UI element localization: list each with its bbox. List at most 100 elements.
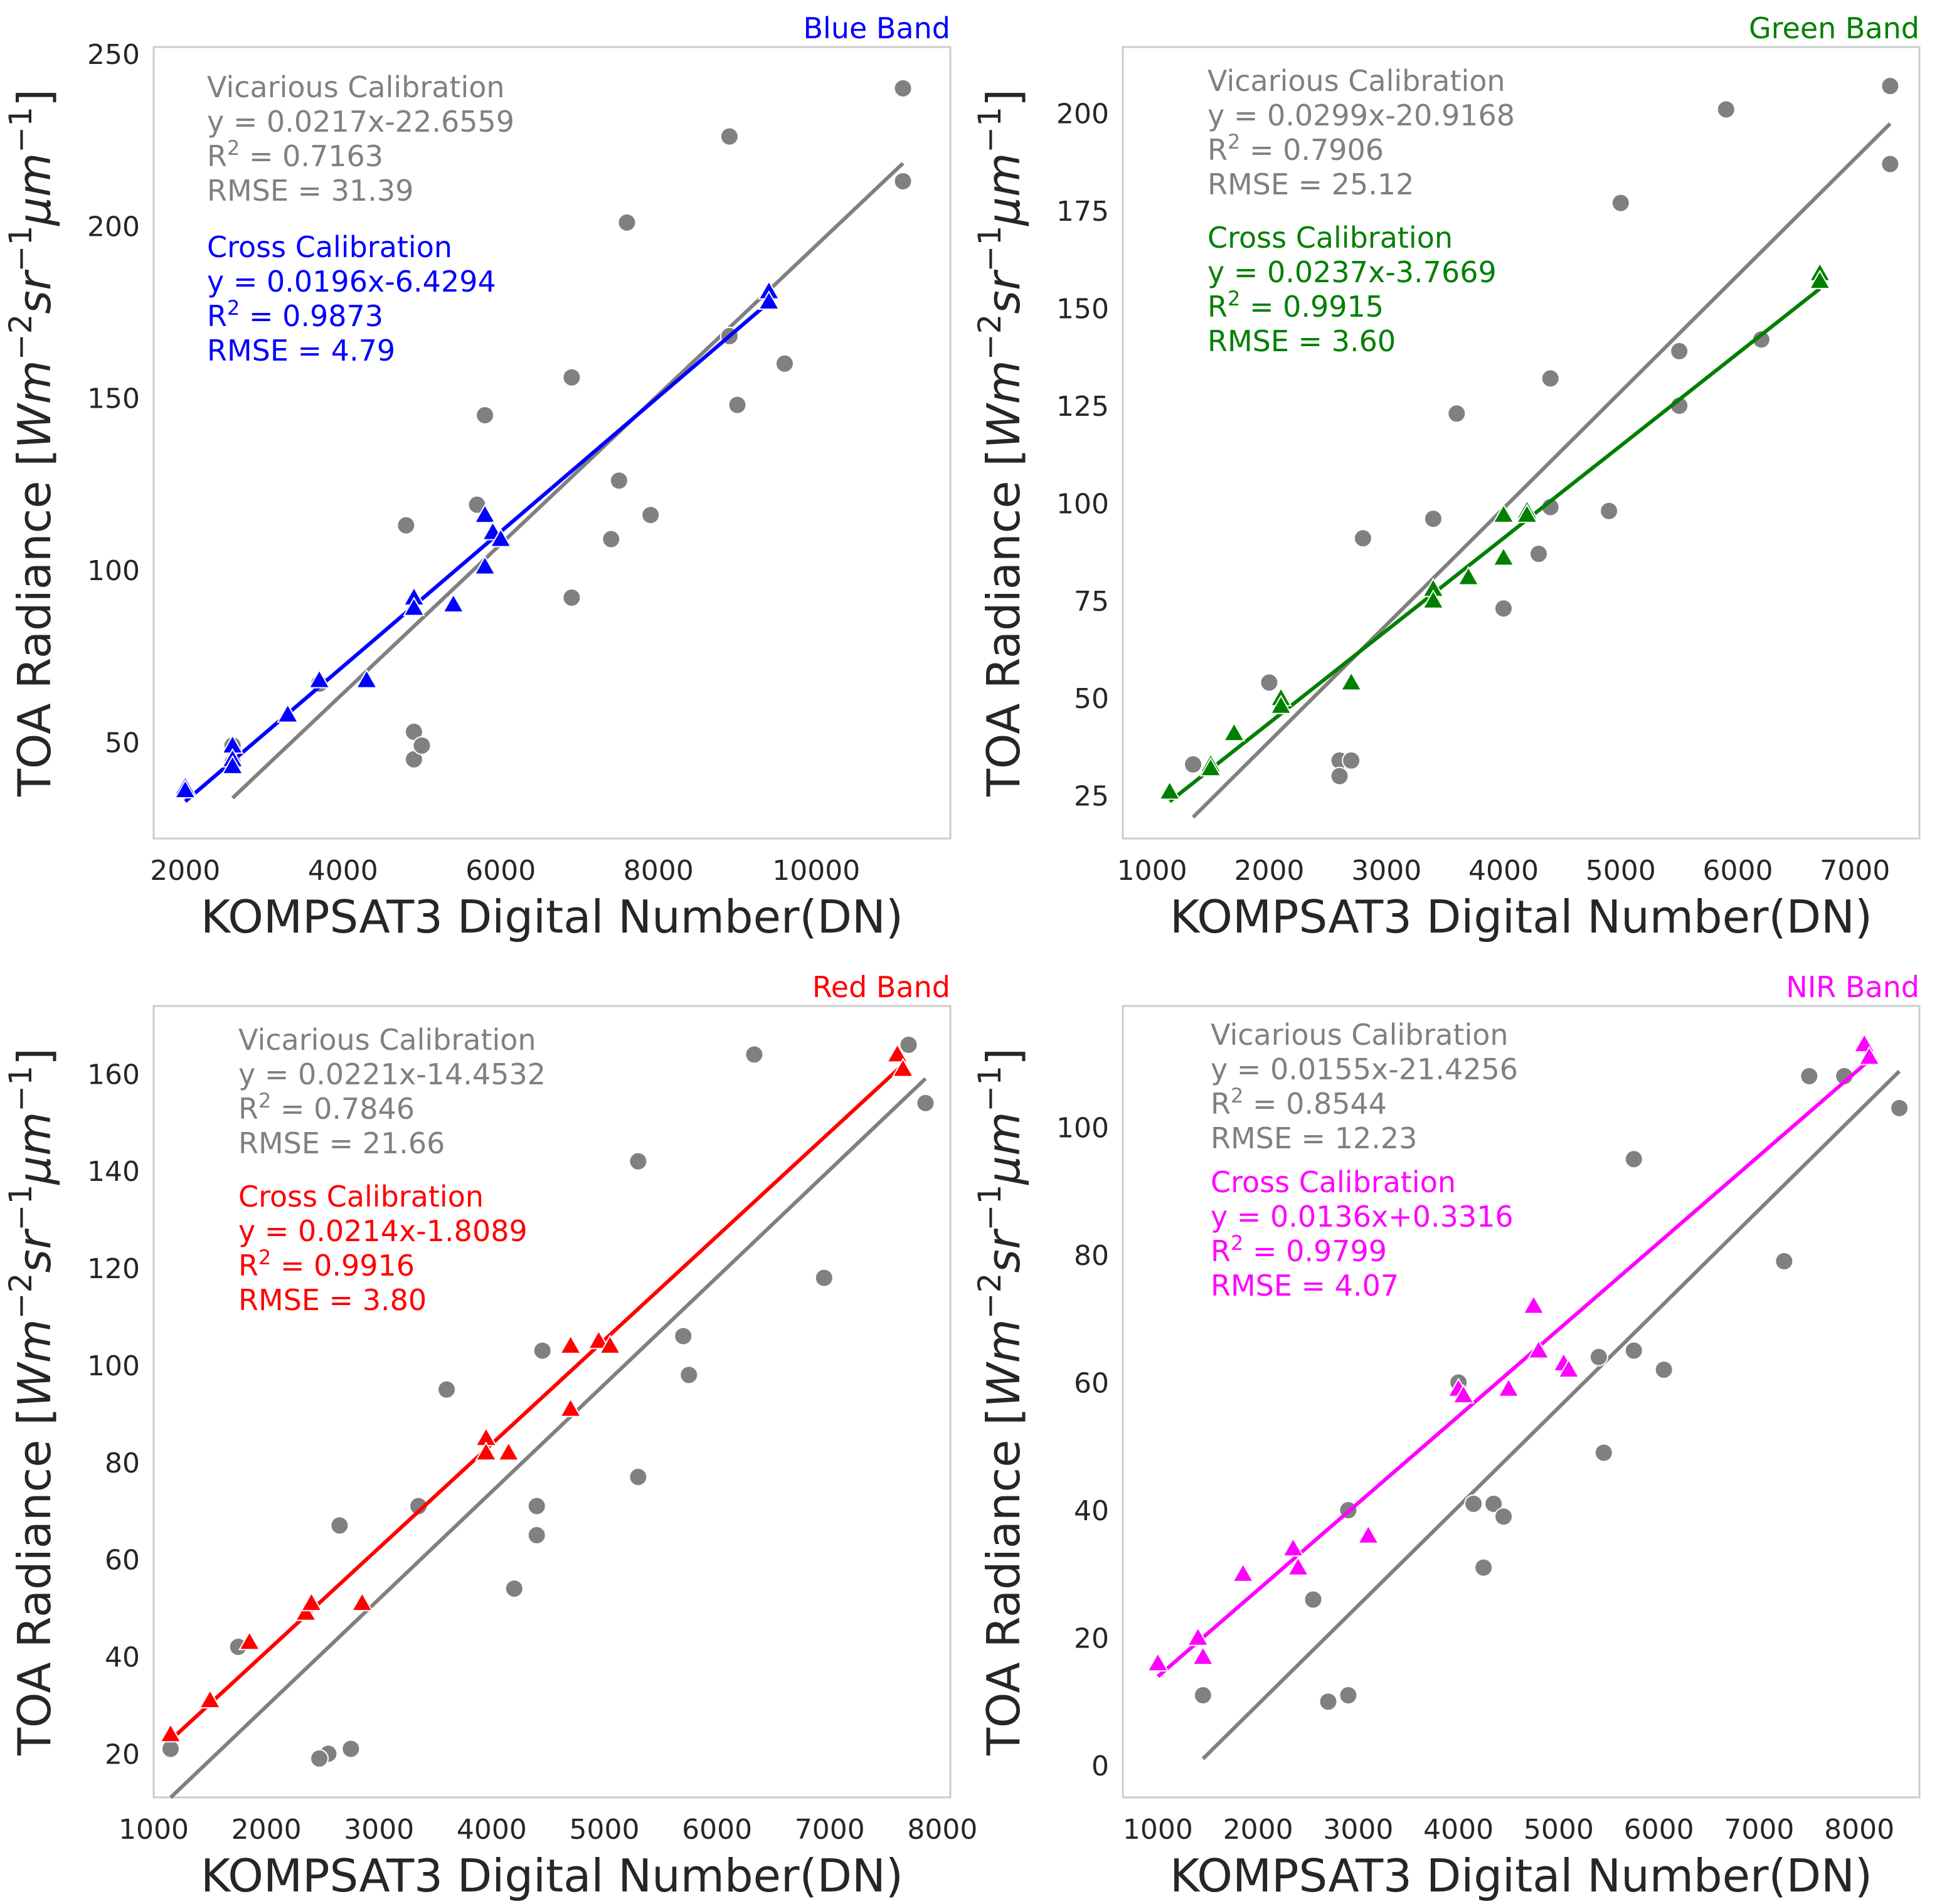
cross-label: Cross Calibration (207, 230, 452, 264)
vicarious-rmse: RMSE = 25.12 (1207, 167, 1414, 201)
vicarious-point (1775, 1252, 1794, 1271)
cross-point (559, 1397, 582, 1417)
vicarious-point (396, 516, 416, 535)
cross-equation: y = 0.0136x+0.3316 (1211, 1200, 1514, 1234)
plot-area (1122, 1005, 1921, 1799)
vicarious-label: Vicarious Calibration (238, 1023, 536, 1057)
chart-panel-blue-band: Blue Band 2000 4000 6000 8000 10000 50 100 150 20… (3, 11, 952, 943)
r-squared-symbol: R (1207, 133, 1228, 167)
cross-point (1231, 1562, 1255, 1582)
vicarious-point (609, 471, 629, 490)
cross-point (1357, 1524, 1380, 1544)
vicarious-point (1881, 154, 1900, 174)
vicarious-point (1330, 766, 1349, 786)
r-squared-exponent: 2 (227, 136, 240, 160)
vicarious-point (916, 1093, 935, 1113)
x-tick-label: 4000 (457, 1814, 527, 1846)
cross-point (1287, 1556, 1310, 1576)
cross-point (221, 754, 244, 775)
r-squared-value: = 0.7163 (240, 139, 383, 173)
y-tick-label: 75 (1074, 586, 1109, 618)
x-tick-label: 8000 (907, 1814, 977, 1846)
vicarious-rmse: RMSE = 31.39 (207, 174, 413, 208)
y-tick-label: 50 (105, 727, 140, 759)
vicarious-point (1260, 673, 1279, 692)
cross-rmse: RMSE = 4.79 (207, 334, 395, 368)
cross-label: Cross Calibration (1207, 221, 1453, 255)
y-tick-label: 250 (87, 39, 140, 71)
vicarious-point (728, 395, 747, 415)
cross-point (294, 1601, 317, 1621)
cross-point (1192, 1646, 1214, 1666)
cross-point (308, 669, 331, 689)
cross-r-squared: R2 = 0.9873 (207, 296, 383, 333)
y-axis-label-part: m (8, 360, 61, 404)
r-squared-exponent: 2 (227, 296, 240, 320)
cross-point (1522, 1294, 1545, 1314)
x-tick-label: 1000 (1123, 1814, 1193, 1846)
vicarious-point (1184, 754, 1203, 774)
x-tick-label: 3000 (1323, 1814, 1393, 1846)
vicarious-point (1624, 1150, 1643, 1169)
y-axis-label-part: m (8, 1319, 61, 1363)
cross-point (1270, 694, 1292, 714)
x-tick-label: 8000 (1824, 1814, 1894, 1846)
r-squared-value: = 0.7906 (1240, 133, 1384, 167)
vicarious-point (1303, 1590, 1323, 1609)
y-axis-label-part: m (977, 1319, 1030, 1363)
y-axis-label-part: W (977, 403, 1030, 449)
y-axis-label-part: μm (977, 153, 1030, 226)
vicarious-point (1494, 599, 1513, 618)
cross-point (355, 669, 378, 689)
chart-title: Green Band (1749, 11, 1919, 45)
cross-point (403, 596, 425, 616)
chart-panel-red-band: Red Band 1000 2000 3000 4000 5000 6000 7000 8000… (3, 970, 977, 1902)
cross-point (1187, 1626, 1209, 1646)
vicarious-equation: y = 0.0217x-22.6559 (207, 105, 514, 139)
x-tick-label: 7000 (1820, 855, 1890, 887)
y-axis-label-part: μm (8, 153, 61, 226)
cross-point (489, 527, 512, 547)
y-axis-label-part: −1 (3, 226, 39, 272)
x-tick-label: 4000 (308, 855, 378, 887)
y-axis-label-part: −1 (3, 1185, 39, 1231)
y-tick-label: 20 (1074, 1623, 1109, 1655)
r-squared-symbol: R (238, 1092, 258, 1126)
y-tick-label: 200 (1056, 98, 1109, 130)
x-tick-label: 5000 (570, 1814, 640, 1846)
vicarious-point (679, 1365, 699, 1385)
cross-equation: y = 0.0196x-6.4294 (207, 265, 496, 299)
x-tick-label: 6000 (682, 1814, 752, 1846)
cross-r-squared: R2 = 0.9916 (238, 1246, 415, 1283)
vicarious-point (1589, 1347, 1608, 1367)
r-squared-exponent: 2 (258, 1089, 271, 1113)
x-tick-label: 1000 (119, 1814, 189, 1846)
cross-point (277, 703, 299, 723)
x-tick-label: 6000 (465, 855, 536, 887)
y-axis-label-part: −1 (3, 107, 39, 153)
cross-point (587, 1330, 610, 1350)
r-squared-symbol: R (1211, 1234, 1231, 1268)
cross-point (474, 555, 496, 575)
cross-point (1497, 1377, 1520, 1397)
y-tick-label: 200 (87, 211, 140, 243)
y-axis-label-part: TOA Radiance [ (977, 449, 1030, 797)
cross-point (886, 1043, 909, 1063)
cross-fit-line (169, 1063, 905, 1742)
y-axis-label: TOA Radiance [Wm−2sr−1μm−1] (972, 1048, 1030, 1756)
vicarious-point (629, 1468, 648, 1487)
vicarious-r-squared: R2 = 0.7846 (238, 1089, 415, 1126)
cross-point (559, 1334, 582, 1354)
y-tick-label: 50 (1074, 683, 1109, 715)
x-axis-label: KOMPSAT3 Digital Number(DN) (201, 891, 903, 943)
vicarious-point (1474, 1558, 1494, 1577)
vicarious-point (412, 736, 432, 755)
vicarious-equation: y = 0.0221x-14.4532 (238, 1057, 546, 1091)
cross-point (1492, 546, 1515, 566)
cross-point (1858, 1045, 1881, 1066)
plot-area (152, 1005, 952, 1799)
vicarious-point (161, 1739, 180, 1759)
r-squared-symbol: R (238, 1249, 258, 1283)
